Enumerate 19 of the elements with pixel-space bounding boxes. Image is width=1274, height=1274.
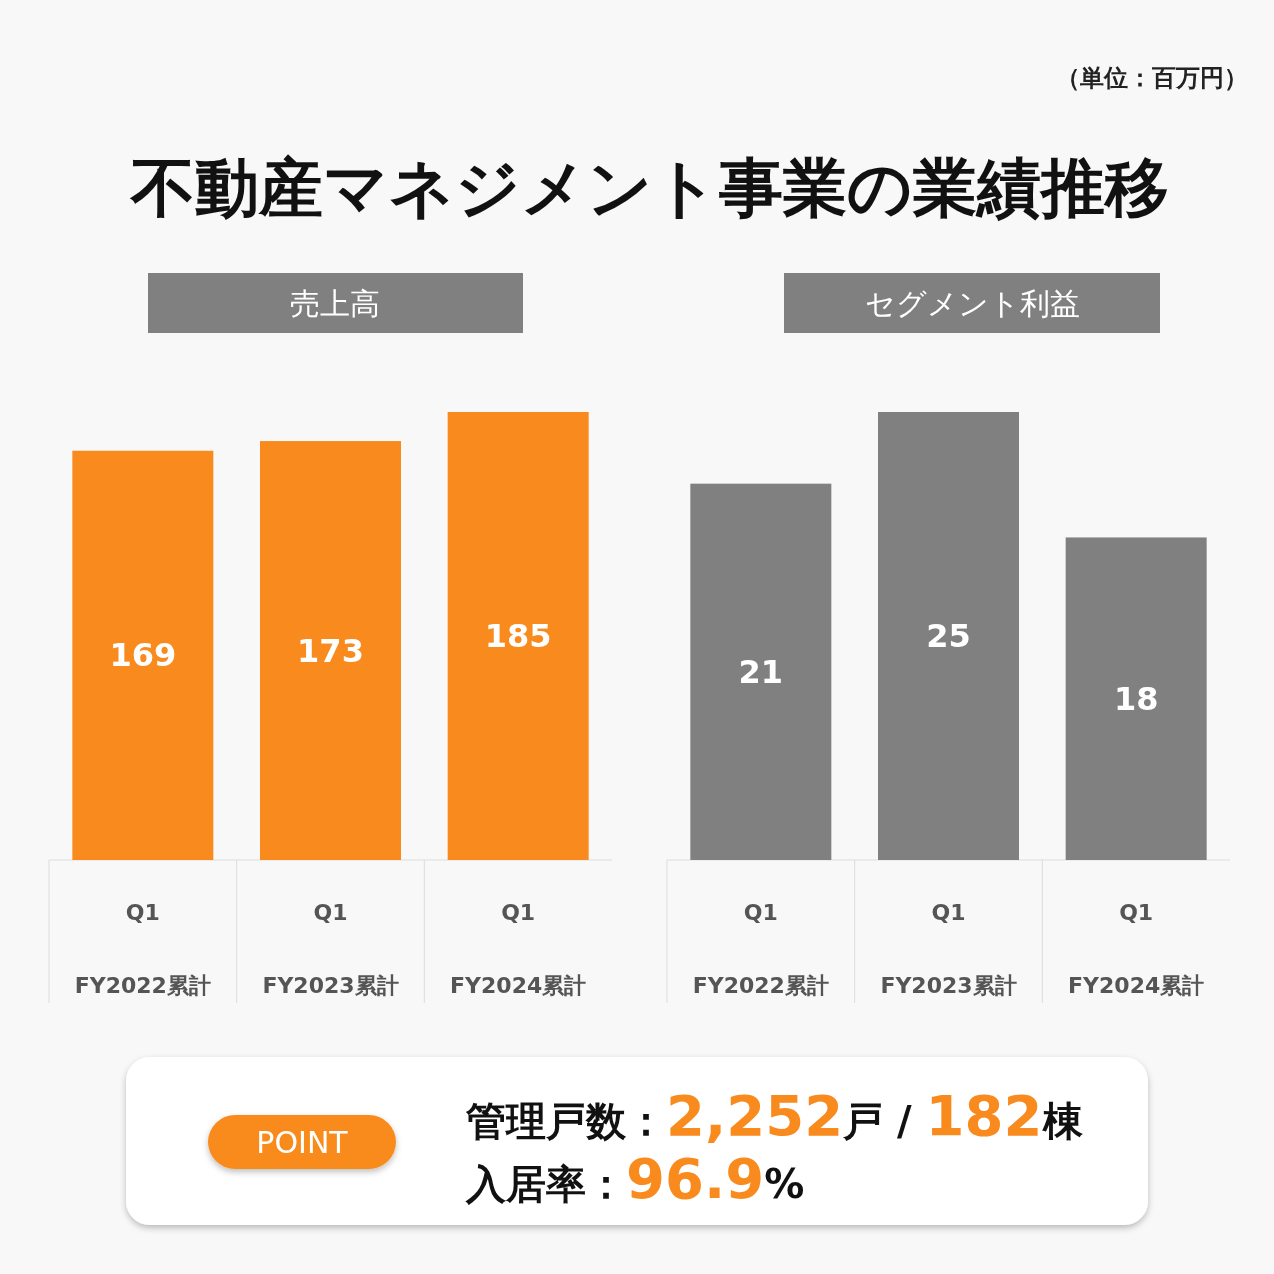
- category-label: Q1 FY2024累計: [1068, 900, 1205, 998]
- category-label: Q1 FY2022累計: [74, 900, 211, 998]
- chart-subtitle: 売上高: [290, 286, 380, 321]
- data-label: 25: [926, 617, 971, 655]
- category-label: Q1 FY2022累計: [692, 900, 829, 998]
- category-label: Q1 FY2024累計: [450, 900, 587, 998]
- category-label: Q1 FY2023累計: [262, 900, 399, 998]
- text: 入居率：96.9%: [465, 1146, 805, 1211]
- category-label: Q1 FY2023累計: [880, 900, 1017, 998]
- data-label: 21: [738, 652, 784, 691]
- chart-title: 不動産マネジメント事業の業績推移: [129, 151, 1169, 225]
- text: （単位：百万円）: [1056, 64, 1248, 92]
- chart-title: セグメント利益: [864, 286, 1080, 321]
- data-label: 169: [109, 636, 177, 675]
- data-label: 185: [484, 617, 552, 655]
- text: POINT: [256, 1125, 349, 1160]
- data-label: 173: [297, 631, 364, 670]
- text: 管理戸数：2,252戸 / 182棟: [465, 1083, 1083, 1148]
- data-label: 18: [1113, 679, 1159, 718]
